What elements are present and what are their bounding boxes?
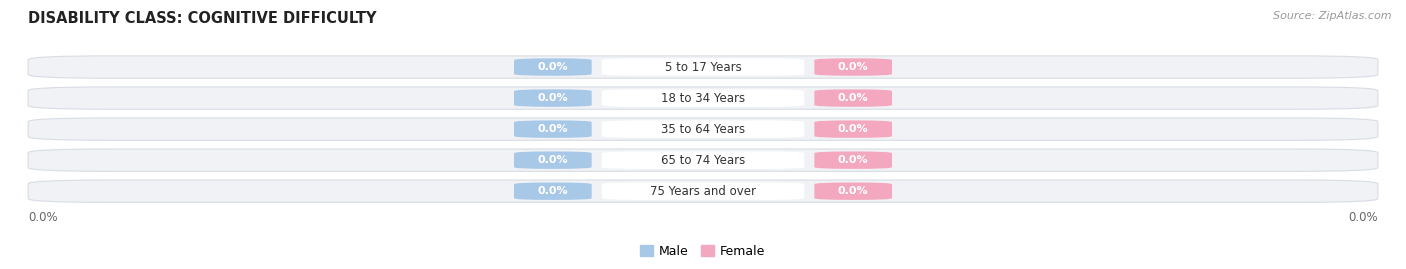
Text: 0.0%: 0.0% (838, 186, 869, 196)
Legend: Male, Female: Male, Female (641, 245, 765, 258)
FancyBboxPatch shape (28, 180, 1378, 202)
Text: 18 to 34 Years: 18 to 34 Years (661, 91, 745, 105)
Text: 35 to 64 Years: 35 to 64 Years (661, 123, 745, 136)
Text: 0.0%: 0.0% (28, 211, 58, 224)
Text: 65 to 74 Years: 65 to 74 Years (661, 154, 745, 167)
FancyBboxPatch shape (28, 87, 1378, 109)
FancyBboxPatch shape (515, 58, 592, 76)
FancyBboxPatch shape (602, 121, 804, 138)
FancyBboxPatch shape (602, 151, 804, 169)
Text: 0.0%: 0.0% (838, 124, 869, 134)
FancyBboxPatch shape (515, 151, 592, 169)
FancyBboxPatch shape (602, 182, 804, 200)
FancyBboxPatch shape (814, 151, 891, 169)
Text: 5 to 17 Years: 5 to 17 Years (665, 61, 741, 73)
FancyBboxPatch shape (515, 121, 592, 138)
Text: 0.0%: 0.0% (838, 93, 869, 103)
FancyBboxPatch shape (28, 118, 1378, 140)
FancyBboxPatch shape (28, 56, 1378, 78)
Text: Source: ZipAtlas.com: Source: ZipAtlas.com (1274, 11, 1392, 21)
Text: 0.0%: 0.0% (537, 155, 568, 165)
FancyBboxPatch shape (814, 182, 891, 200)
FancyBboxPatch shape (28, 149, 1378, 171)
FancyBboxPatch shape (515, 89, 592, 107)
FancyBboxPatch shape (602, 89, 804, 107)
Text: 0.0%: 0.0% (838, 155, 869, 165)
FancyBboxPatch shape (814, 58, 891, 76)
Text: DISABILITY CLASS: COGNITIVE DIFFICULTY: DISABILITY CLASS: COGNITIVE DIFFICULTY (28, 11, 377, 26)
FancyBboxPatch shape (515, 182, 592, 200)
FancyBboxPatch shape (602, 58, 804, 76)
Text: 0.0%: 0.0% (537, 124, 568, 134)
Text: 0.0%: 0.0% (537, 62, 568, 72)
Text: 0.0%: 0.0% (537, 93, 568, 103)
Text: 0.0%: 0.0% (537, 186, 568, 196)
Text: 0.0%: 0.0% (838, 62, 869, 72)
Text: 0.0%: 0.0% (1348, 211, 1378, 224)
Text: 75 Years and over: 75 Years and over (650, 185, 756, 198)
FancyBboxPatch shape (814, 121, 891, 138)
FancyBboxPatch shape (814, 89, 891, 107)
